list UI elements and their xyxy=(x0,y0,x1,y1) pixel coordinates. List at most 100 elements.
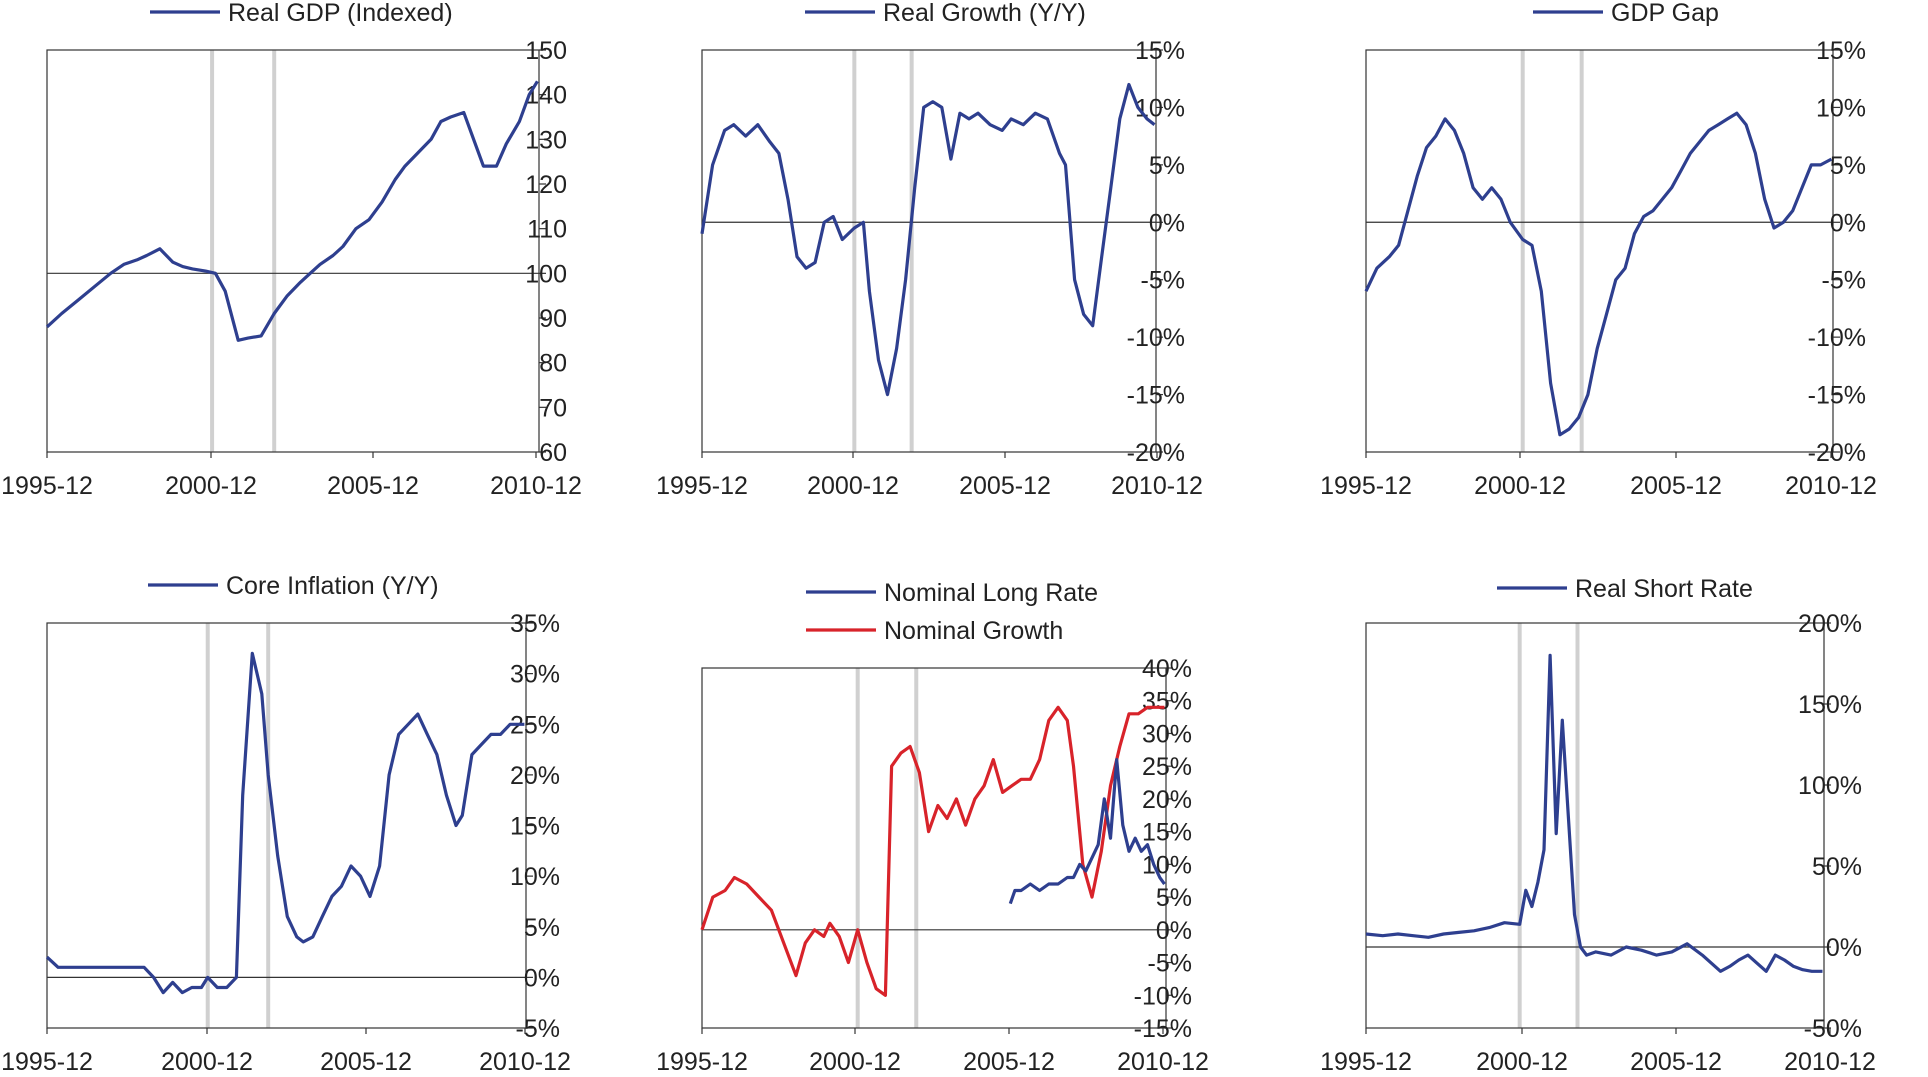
x-tick-label: 2005-12 xyxy=(1630,472,1722,500)
y-tick-label: 70 xyxy=(539,394,567,422)
series-line-1 xyxy=(45,80,539,342)
x-tick-label: 1995-12 xyxy=(656,1048,748,1076)
series-line-1 xyxy=(45,651,525,995)
y-tick-label: 20% xyxy=(510,762,560,790)
y-tick-label: 5% xyxy=(1149,152,1185,180)
y-tick-label: -50% xyxy=(1804,1015,1862,1043)
y-tick-label: 5% xyxy=(1830,152,1866,180)
y-tick-label: 150% xyxy=(1798,691,1862,719)
y-tick-label: 10% xyxy=(1135,94,1185,122)
y-tick-label: 130 xyxy=(525,126,567,154)
plot-frame xyxy=(701,667,1167,1029)
y-tick-label: 110 xyxy=(527,216,567,244)
y-tick-label: 10% xyxy=(1816,94,1866,122)
y-tick-label: 10% xyxy=(510,863,560,891)
series-line-1 xyxy=(1365,653,1823,973)
y-tick-label: 5% xyxy=(1156,884,1192,912)
y-tick-label: 0% xyxy=(1149,209,1185,237)
x-tick-label: 2000-12 xyxy=(161,1048,253,1076)
y-tick-label: -15% xyxy=(1808,382,1866,410)
plot-frame xyxy=(1365,49,1834,453)
y-tick-label: -10% xyxy=(1134,982,1192,1010)
y-tick-label: 200% xyxy=(1798,610,1862,638)
y-tick-label: 0% xyxy=(1830,209,1866,237)
x-tick-label: 2010-12 xyxy=(1117,1048,1209,1076)
y-tick-label: -15% xyxy=(1127,382,1185,410)
y-tick-label: 120 xyxy=(525,171,567,199)
legend-label: Real Short Rate xyxy=(1575,575,1753,603)
x-tick-label: 2010-12 xyxy=(1111,472,1203,500)
y-tick-label: 100% xyxy=(1798,772,1862,800)
x-tick-label: 1995-12 xyxy=(1,472,93,500)
x-tick-label: 1995-12 xyxy=(1320,1048,1412,1076)
y-tick-label: 80 xyxy=(539,350,567,378)
chart-panel-2: 15% 10% 5% 0% -5% -10% -15% -20% 1995-12 2000-12 2… xyxy=(656,0,1203,500)
y-tick-label: 90 xyxy=(539,305,567,333)
y-tick-label: 25% xyxy=(1142,753,1192,781)
y-tick-label: 150 xyxy=(525,37,567,65)
legend-label: Real Growth (Y/Y) xyxy=(883,0,1086,27)
y-tick-label: 0% xyxy=(1156,917,1192,945)
x-tick-label: 2005-12 xyxy=(327,472,419,500)
y-tick-label: -5% xyxy=(1141,267,1185,295)
plot-frame xyxy=(701,49,1157,453)
x-tick-label: 2005-12 xyxy=(959,472,1051,500)
y-tick-label: -10% xyxy=(1127,324,1185,352)
y-tick-label: 40% xyxy=(1142,655,1192,683)
x-tick-label: 2000-12 xyxy=(1474,472,1566,500)
series-line-1 xyxy=(1364,111,1833,437)
y-tick-label: 15% xyxy=(1816,37,1866,65)
y-tick-label: 60 xyxy=(539,439,567,467)
chart-panel-3: 15% 10% 5% 0% -5% -10% -15% -20% 1995-12 2000-12 2… xyxy=(1320,0,1877,500)
y-tick-label: 0% xyxy=(524,964,560,992)
x-tick-label: 2010-12 xyxy=(479,1048,571,1076)
legend-label: Real GDP (Indexed) xyxy=(228,0,453,27)
chart-panel-1: 150 140 130 120 110 100 90 80 70 60 1995-12 2000-12… xyxy=(1,0,582,500)
y-tick-label: 50% xyxy=(1812,853,1862,881)
chart-panel-6: 200% 150% 100% 50% 0% -50% 1995-12 2000-12 2005-… xyxy=(1320,575,1876,1076)
chart-panel-4: 35%30%25%20%15%10%5%0%-5%1995-12 2000-12 2… xyxy=(1,572,571,1076)
series-line-2 xyxy=(1008,757,1166,905)
series-line-1 xyxy=(700,705,1165,997)
y-tick-label: -10% xyxy=(1808,324,1866,352)
x-tick-label: 2005-12 xyxy=(320,1048,412,1076)
x-tick-label: 2000-12 xyxy=(807,472,899,500)
x-tick-label: 2000-12 xyxy=(165,472,257,500)
y-tick-label: -20% xyxy=(1808,439,1866,467)
legend-label: Nominal Long Rate xyxy=(884,579,1098,607)
chart-panel-5: 40%35%30%25%20%15%10%5%0%-5%-10%-15%1995… xyxy=(656,579,1209,1076)
y-tick-label: 15% xyxy=(510,813,560,841)
y-tick-label: -5% xyxy=(1148,950,1192,978)
x-tick-label: 2010-12 xyxy=(1785,472,1877,500)
y-tick-label: 0% xyxy=(1826,934,1862,962)
y-tick-label: 20% xyxy=(1142,786,1192,814)
x-tick-label: 2000-12 xyxy=(1476,1048,1568,1076)
y-tick-label: 100 xyxy=(525,260,567,288)
legend-label: GDP Gap xyxy=(1611,0,1719,27)
y-tick-label: 5% xyxy=(524,914,560,942)
x-tick-label: 2010-12 xyxy=(1784,1048,1876,1076)
y-tick-label: -5% xyxy=(516,1015,560,1043)
plot-frame xyxy=(1365,622,1825,1029)
legend-label: Core Inflation (Y/Y) xyxy=(226,572,439,600)
x-tick-label: 2010-12 xyxy=(490,472,582,500)
y-tick-label: -5% xyxy=(1822,267,1866,295)
x-tick-label: 2005-12 xyxy=(963,1048,1055,1076)
plot-frame xyxy=(46,49,540,453)
x-tick-label: 1995-12 xyxy=(656,472,748,500)
x-tick-label: 1995-12 xyxy=(1320,472,1412,500)
y-tick-label: 35% xyxy=(1142,688,1192,716)
x-tick-label: 1995-12 xyxy=(1,1048,93,1076)
y-tick-label: 35% xyxy=(510,610,560,638)
y-tick-label: 15% xyxy=(1135,37,1185,65)
series-line-1 xyxy=(700,82,1156,397)
legend-label: Nominal Growth xyxy=(884,617,1063,645)
y-tick-label: 15% xyxy=(1142,819,1192,847)
y-tick-label: 30% xyxy=(510,661,560,689)
y-tick-label: 30% xyxy=(1142,720,1192,748)
x-tick-label: 2005-12 xyxy=(1630,1048,1722,1076)
x-tick-label: 2000-12 xyxy=(809,1048,901,1076)
y-tick-label: 140 xyxy=(525,82,567,110)
y-tick-label: -20% xyxy=(1127,439,1185,467)
